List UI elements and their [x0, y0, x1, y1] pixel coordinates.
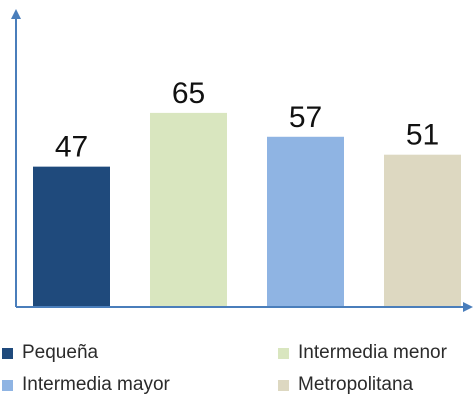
- bars-layer: [33, 112, 461, 307]
- data-label-intermedia-menor: 65: [172, 77, 205, 110]
- legend-swatch-pequena: [2, 347, 13, 359]
- bar-chart: 47 65 57 51: [11, 9, 473, 312]
- bar-intermedia-mayor: [267, 136, 344, 307]
- legend-swatch-intermedia-menor: [278, 347, 289, 359]
- bar-intermedia-menor: [150, 112, 227, 307]
- legend-item-pequena: Pequeña: [2, 342, 98, 364]
- data-labels-layer: 47 65 57 51: [55, 77, 439, 164]
- legend-label-intermedia-menor: Intermedia menor: [298, 342, 447, 363]
- data-label-pequena: 47: [55, 131, 88, 164]
- legend: Pequeña Intermedia menor Intermedia mayo…: [0, 338, 476, 401]
- bar-pequena: [33, 166, 110, 307]
- legend-label-intermedia-mayor: Intermedia mayor: [22, 374, 170, 395]
- legend-swatch-intermedia-mayor: [2, 379, 13, 391]
- legend-swatch-metropolitana: [278, 379, 289, 391]
- legend-item-intermedia-menor: Intermedia menor: [278, 342, 447, 364]
- bar-metropolitana: [384, 154, 461, 307]
- data-label-metropolitana: 51: [406, 119, 439, 152]
- legend-label-pequena: Pequeña: [22, 342, 99, 363]
- legend-label-metropolitana: Metropolitana: [298, 374, 414, 395]
- data-label-intermedia-mayor: 57: [289, 101, 322, 134]
- legend-item-metropolitana: Metropolitana: [278, 374, 413, 396]
- legend-item-intermedia-mayor: Intermedia mayor: [2, 374, 170, 396]
